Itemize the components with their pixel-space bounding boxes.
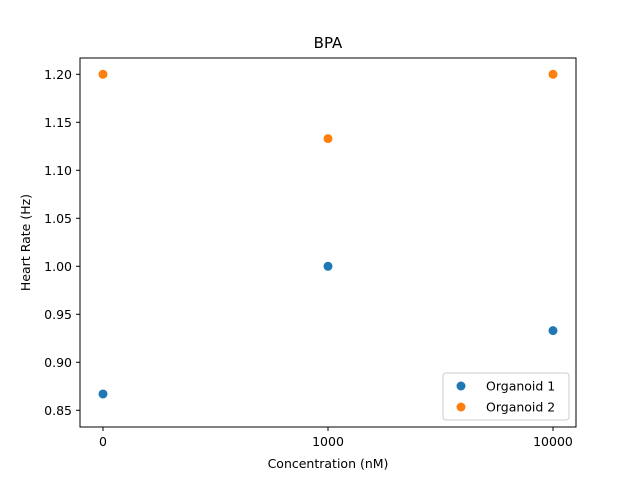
y-tick-label: 0.85	[44, 403, 72, 418]
data-point-series-2	[98, 69, 108, 79]
y-tick-label: 1.05	[44, 211, 72, 226]
y-axis-label: Heart Rate (Hz)	[18, 194, 33, 291]
y-tick-label: 1.20	[44, 67, 72, 82]
x-axis: 0 1000 10000	[99, 427, 573, 449]
data-points	[98, 69, 558, 399]
data-point-series-2	[548, 69, 558, 79]
chart-title: BPA	[314, 34, 343, 52]
x-tick-label: 0	[99, 434, 107, 449]
plot-frame	[79, 57, 577, 428]
legend-box	[442, 372, 570, 421]
y-axis: 0.85 0.90 0.95 1.00 1.05 1.10 1.15 1.20	[44, 67, 80, 418]
data-point-series-1	[323, 261, 333, 271]
y-tick-label: 1.00	[44, 259, 72, 274]
x-tick-label: 1000	[312, 434, 344, 449]
data-point-series-2	[323, 134, 333, 144]
data-point-series-1	[548, 326, 558, 336]
legend-marker	[456, 381, 466, 391]
legend-label: Organoid 2	[486, 400, 555, 415]
x-tick-label: 10000	[533, 434, 573, 449]
legend: Organoid 1 Organoid 2	[442, 372, 570, 421]
legend-marker	[456, 402, 466, 412]
y-tick-label: 1.15	[44, 115, 72, 130]
y-tick-label: 1.10	[44, 163, 72, 178]
x-axis-label: Concentration (nM)	[268, 456, 389, 471]
y-tick-label: 0.90	[44, 355, 72, 370]
y-tick-label: 0.95	[44, 307, 72, 322]
data-point-series-1	[98, 389, 108, 399]
legend-label: Organoid 1	[486, 379, 555, 394]
